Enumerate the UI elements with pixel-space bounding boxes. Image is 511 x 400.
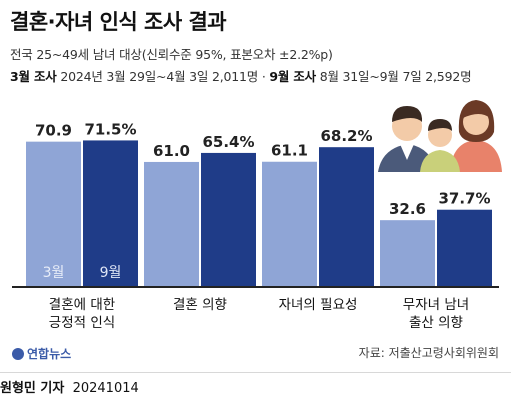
series-label: 3월 <box>43 265 65 281</box>
reporter-name: 원형민 기자 <box>0 381 65 396</box>
bar-value-label: 68.2% <box>320 127 372 145</box>
category-label: 결혼에 대한 <box>49 297 115 313</box>
bar-sept <box>437 209 492 287</box>
category-label: 자녀의 필요성 <box>279 297 358 313</box>
logo-text: 연합뉴스 <box>27 347 72 361</box>
sept-survey-detail: 8월 31일~9월 7일 2,592명 <box>315 69 472 84</box>
category-label: 무자녀 남녀 <box>403 297 469 313</box>
byline: 원형민 기자 20241014 <box>0 377 139 396</box>
category-label: 긍정적 인식 <box>49 315 115 331</box>
bar-march <box>26 141 81 287</box>
march-survey-label: 3월 조사 <box>10 69 57 84</box>
bar-march <box>380 220 435 287</box>
yonhap-logo: 연합뉴스 <box>12 345 71 362</box>
survey-subtitle: 전국 25~49세 남녀 대상(신뢰수준 95%, 표본오차 ±2.2%p) <box>10 47 333 62</box>
march-survey-detail: 2024년 3월 29일~4월 3일 2,011명 · <box>56 69 270 84</box>
page-title: 결혼·자녀 인식 조사 결과 <box>10 10 227 34</box>
category-label: 결혼 의향 <box>173 297 227 313</box>
bar-march <box>144 161 199 287</box>
sept-survey-label: 9월 조사 <box>269 69 316 84</box>
bar-value-label: 37.7% <box>438 190 490 208</box>
source-note: 자료: 저출산고령사회위원회 <box>358 346 499 360</box>
survey-periods: 3월 조사 2024년 3월 29일~4월 3일 2,011명 · 9월 조사 … <box>10 66 472 85</box>
bar-value-label: 61.0 <box>153 142 190 160</box>
bar-value-label: 70.9 <box>35 122 72 140</box>
bar-sept <box>201 152 256 287</box>
bar-sept <box>319 147 374 287</box>
family-icon <box>378 100 502 172</box>
bar-value-label: 32.6 <box>389 200 426 218</box>
bar-sept <box>83 140 138 287</box>
bar-value-label: 71.5% <box>84 120 136 138</box>
infographic-card: 결혼·자녀 인식 조사 결과 전국 25~49세 남녀 대상(신뢰수준 95%,… <box>0 10 511 373</box>
publish-date: 20241014 <box>72 381 139 396</box>
bar-value-label: 65.4% <box>202 133 254 151</box>
bar-value-label: 61.1 <box>271 142 308 160</box>
bar-march <box>262 161 317 287</box>
category-label: 출산 의향 <box>409 315 463 331</box>
logo-mark-icon <box>12 348 24 360</box>
series-label: 9월 <box>100 265 122 281</box>
